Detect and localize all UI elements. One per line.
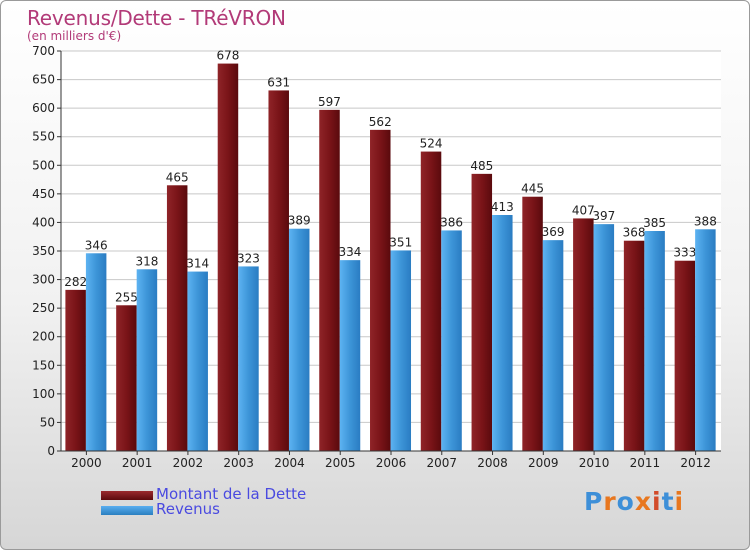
y-tick-label: 350 — [32, 244, 55, 258]
y-tick-label: 50 — [40, 415, 55, 429]
chart-title: Revenus/Dette - TRéVRON — [27, 6, 286, 30]
data-label-revenue-2010: 397 — [592, 209, 615, 223]
x-tick-label: 2011 — [630, 456, 661, 470]
y-tick-label: 0 — [47, 444, 55, 458]
bar-debt-2006 — [370, 129, 391, 451]
data-label-revenue-2012: 388 — [694, 214, 717, 228]
bar-revenue-2004 — [288, 228, 310, 451]
data-label-debt-2008: 485 — [470, 159, 493, 173]
bar-debt-2005 — [319, 109, 340, 451]
x-tick-label: 2012 — [680, 456, 711, 470]
data-label-revenue-2003: 323 — [237, 251, 260, 265]
data-label-revenue-2002: 314 — [186, 257, 209, 271]
y-tick-label: 700 — [32, 44, 55, 58]
data-label-debt-2000: 282 — [64, 275, 87, 289]
x-tick-label: 2006 — [376, 456, 407, 470]
y-tick-label: 250 — [32, 301, 55, 315]
data-label-debt-2001: 255 — [115, 290, 138, 304]
bar-debt-2010 — [573, 218, 594, 451]
y-tick-label: 450 — [32, 187, 55, 201]
bar-revenue-2000 — [85, 253, 107, 451]
data-label-debt-2004: 631 — [267, 75, 290, 89]
x-tick-label: 2008 — [477, 456, 508, 470]
logo-letter: i — [652, 487, 662, 516]
bar-debt-2008 — [471, 173, 493, 451]
y-tick-label: 150 — [32, 358, 55, 372]
data-label-revenue-2000: 346 — [85, 238, 108, 252]
bar-revenue-2011 — [644, 231, 665, 451]
x-tick-label: 2005 — [325, 456, 356, 470]
data-label-revenue-2007: 386 — [440, 215, 463, 229]
x-tick-label: 2010 — [579, 456, 610, 470]
y-tick-label: 650 — [32, 73, 55, 87]
y-tick-label: 100 — [32, 387, 55, 401]
bar-debt-2012 — [674, 260, 696, 451]
data-label-revenue-2011: 385 — [643, 216, 666, 230]
bar-revenue-2002 — [187, 271, 208, 451]
bar-debt-2003 — [217, 63, 239, 451]
x-tick-label: 2001 — [122, 456, 153, 470]
bar-revenue-2005 — [339, 260, 361, 451]
data-label-debt-2011: 368 — [623, 226, 646, 240]
bar-debt-2002 — [166, 185, 188, 452]
logo-letter: o — [616, 487, 635, 516]
data-label-revenue-2008: 413 — [491, 200, 514, 214]
data-label-revenue-2009: 369 — [542, 225, 565, 239]
logo-letter: x — [634, 487, 652, 516]
y-tick-label: 550 — [32, 130, 55, 144]
chart-subtitle: (en milliers d'€) — [27, 29, 122, 43]
data-label-debt-2007: 524 — [420, 137, 443, 151]
bar-debt-2007 — [420, 151, 442, 452]
bar-revenue-2009 — [542, 240, 564, 451]
y-tick-label: 600 — [32, 101, 55, 115]
data-label-debt-2009: 445 — [521, 182, 544, 196]
x-tick-label: 2002 — [173, 456, 204, 470]
logo-letter: i — [674, 487, 685, 516]
logo-letter: P — [584, 487, 604, 516]
x-tick-label: 2009 — [528, 456, 559, 470]
bar-debt-2004 — [268, 90, 289, 451]
legend-label-debt: Montant de la Dette — [156, 485, 307, 503]
data-label-debt-2010: 407 — [572, 203, 595, 217]
y-tick-label: 300 — [32, 273, 55, 287]
bar-debt-2000 — [65, 289, 86, 451]
bar-debt-2009 — [522, 196, 543, 451]
legend-swatch-debt — [101, 491, 153, 500]
logo-letter: r — [603, 487, 617, 516]
data-label-revenue-2001: 318 — [135, 254, 158, 268]
logo-letter: t — [661, 487, 675, 516]
data-label-revenue-2005: 334 — [339, 245, 362, 259]
bar-revenue-2006 — [390, 250, 412, 451]
proxiti-logo: Proxiti — [584, 487, 684, 516]
bar-revenue-2001 — [136, 269, 158, 451]
bar-debt-2001 — [116, 305, 137, 451]
data-label-debt-2002: 465 — [166, 170, 189, 184]
bar-revenue-2012 — [695, 229, 716, 451]
y-tick-label: 400 — [32, 215, 55, 229]
bar-revenue-2003 — [238, 266, 259, 451]
x-tick-label: 2004 — [274, 456, 305, 470]
y-tick-label: 200 — [32, 330, 55, 344]
x-tick-label: 2003 — [223, 456, 254, 470]
x-tick-label: 2007 — [426, 456, 457, 470]
x-tick-label: 2000 — [71, 456, 102, 470]
bar-revenue-2007 — [441, 230, 462, 451]
bar-revenue-2010 — [593, 224, 615, 451]
legend-swatch-revenue — [101, 506, 153, 515]
legend-label-revenue: Revenus — [156, 500, 220, 518]
data-label-debt-2012: 333 — [673, 246, 696, 260]
data-label-debt-2005: 597 — [318, 95, 341, 109]
y-tick-label: 500 — [32, 158, 55, 172]
data-label-debt-2003: 678 — [217, 49, 240, 63]
data-label-debt-2006: 562 — [369, 115, 392, 129]
bar-revenue-2008 — [492, 215, 513, 451]
data-label-revenue-2004: 389 — [288, 214, 311, 228]
bar-debt-2011 — [623, 240, 645, 451]
data-label-revenue-2006: 351 — [389, 235, 412, 249]
